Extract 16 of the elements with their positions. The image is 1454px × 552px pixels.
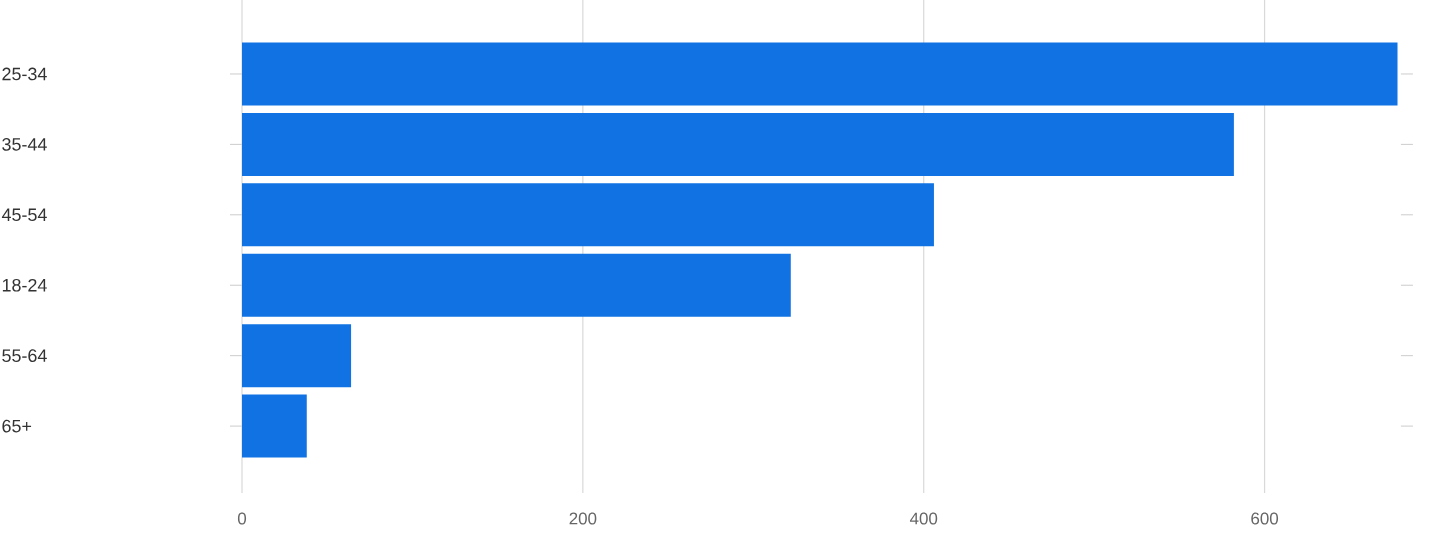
y-tick-label: 18-24: [2, 278, 47, 292]
y-tick-label: 55-64: [2, 349, 47, 363]
y-tick-label: 45-54: [1, 208, 47, 222]
bar: [242, 253, 791, 317]
x-tick-label: 0: [237, 512, 247, 525]
y-tick-label: 35-44: [2, 138, 47, 151]
bar: [242, 112, 1234, 176]
bar: [242, 324, 352, 388]
y-tick-label: 65+: [2, 419, 32, 433]
bar: [242, 394, 307, 458]
x-tick-label: 600: [1251, 512, 1279, 525]
bar: [242, 42, 1398, 106]
y-tick-label: 25-34: [2, 67, 47, 81]
x-tick-label: 400: [909, 512, 938, 525]
bar: [242, 183, 934, 247]
x-tick-label: 200: [569, 512, 597, 525]
